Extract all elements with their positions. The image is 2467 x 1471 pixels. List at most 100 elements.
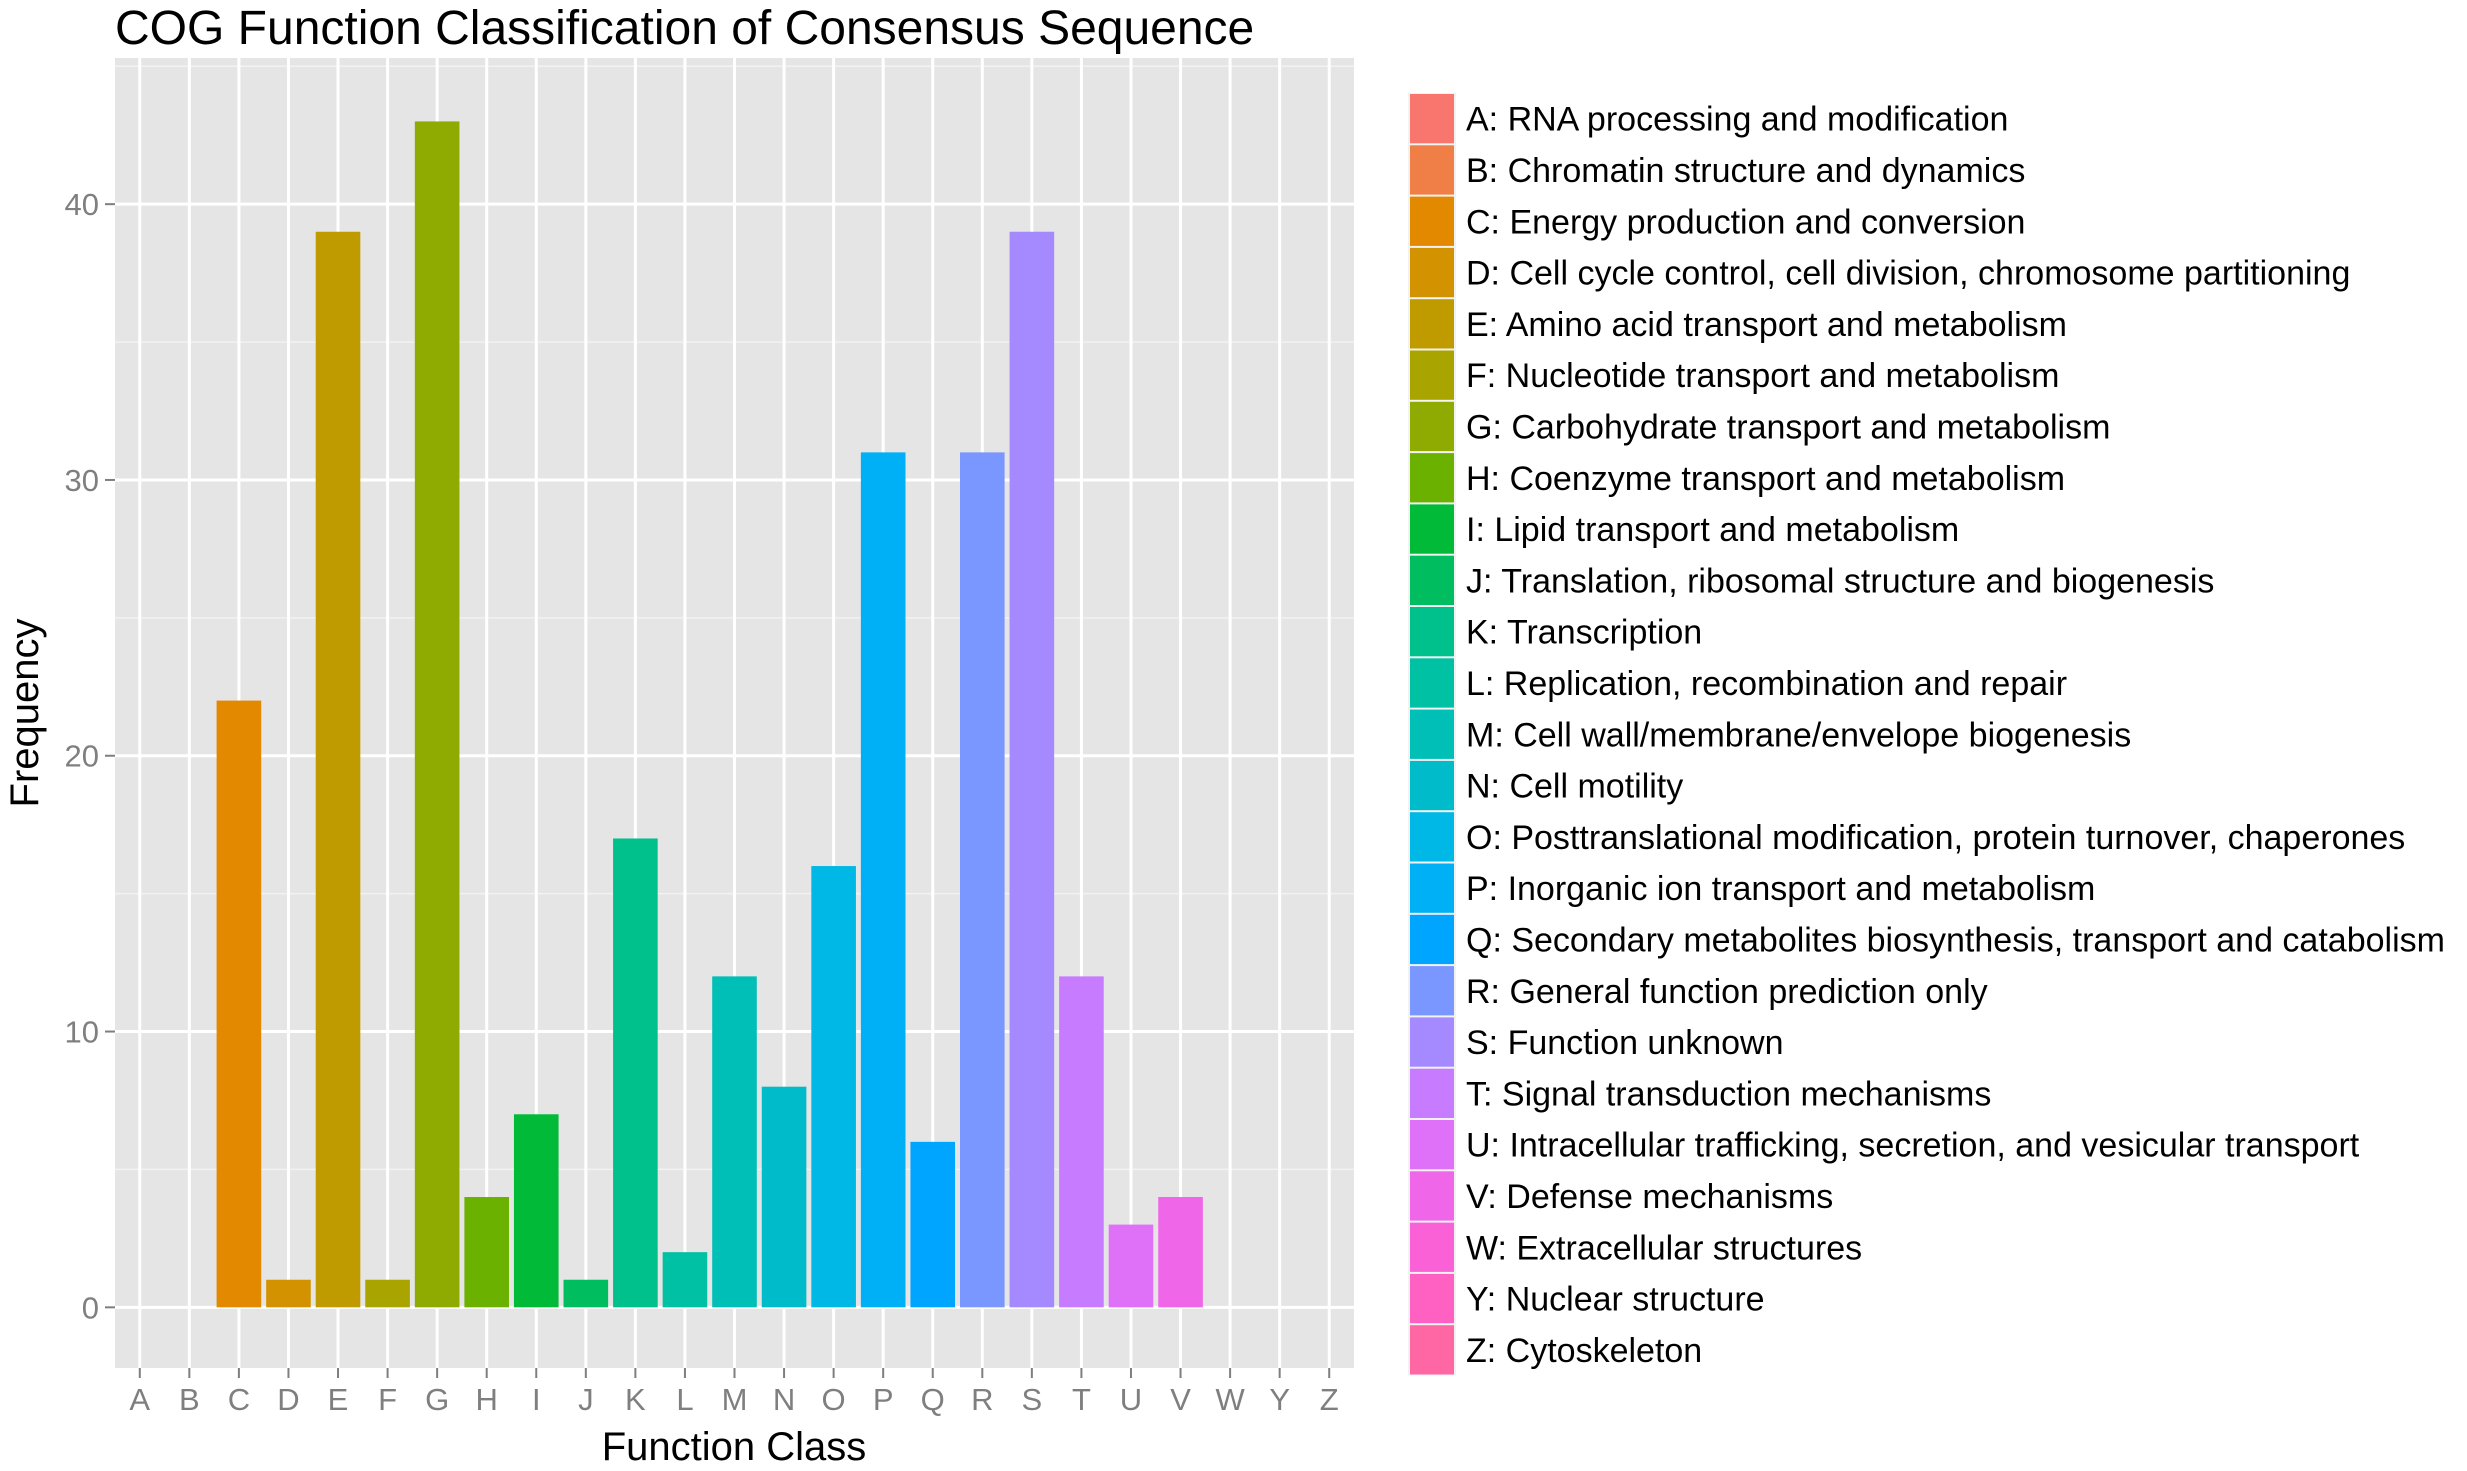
legend-label: I: Lipid transport and metabolism: [1466, 511, 1959, 549]
x-tick-label: E: [328, 1382, 349, 1417]
bar-J: [563, 1279, 609, 1308]
x-tick-label: O: [822, 1382, 846, 1417]
legend-key-Y: [1410, 1273, 1454, 1324]
bar-U: [1108, 1224, 1154, 1308]
x-tick-label: C: [228, 1382, 250, 1417]
legend-label: A: RNA processing and modification: [1466, 101, 2008, 139]
legend-key-Z: [1410, 1325, 1454, 1375]
legend-label: Q: Secondary metabolites biosynthesis, t…: [1466, 921, 2445, 959]
x-tick-label: G: [425, 1382, 449, 1417]
x-tick-label: F: [378, 1382, 397, 1417]
legend-label: L: Replication, recombination and repair: [1466, 665, 2067, 703]
x-tick-label: I: [532, 1382, 541, 1417]
legend-key-J: [1410, 555, 1454, 605]
legend-label: C: Energy production and conversion: [1466, 203, 2025, 241]
bar-E: [315, 231, 361, 1308]
x-tick-label: Q: [921, 1382, 945, 1417]
chart-title: COG Function Classification of Consensus…: [115, 2, 1254, 55]
x-tick-label: S: [1022, 1382, 1043, 1417]
legend-label: D: Cell cycle control, cell division, ch…: [1466, 255, 2350, 293]
bar-P: [860, 452, 906, 1308]
y-tick-label: 10: [65, 1015, 99, 1050]
x-tick-label: R: [971, 1382, 993, 1417]
legend-key-U: [1410, 1120, 1454, 1170]
legend-label: F: Nucleotide transport and metabolism: [1466, 357, 2059, 395]
legend-key-F: [1410, 350, 1454, 400]
bar-H: [464, 1197, 510, 1308]
legend-key-M: [1410, 709, 1454, 759]
x-tick-label: V: [1170, 1382, 1191, 1417]
legend-label: H: Coenzyme transport and metabolism: [1466, 460, 2065, 498]
legend-label: W: Extracellular structures: [1466, 1229, 1862, 1267]
legend-key-C: [1410, 196, 1454, 246]
x-tick-label: Y: [1269, 1382, 1290, 1417]
x-tick-label: B: [179, 1382, 200, 1417]
legend-label: U: Intracellular trafficking, secretion,…: [1466, 1127, 2360, 1165]
bar-O: [811, 866, 856, 1308]
legend-label: N: Cell motility: [1466, 768, 1683, 806]
legend-key-E: [1410, 299, 1454, 349]
x-tick-label: K: [625, 1382, 646, 1417]
bar-T: [1059, 976, 1104, 1308]
bar-G: [414, 121, 460, 1308]
bar-D: [266, 1279, 311, 1308]
legend-label: M: Cell wall/membrane/envelope biogenesi…: [1466, 716, 2131, 754]
legend-key-T: [1410, 1068, 1454, 1118]
legend-key-V: [1410, 1171, 1454, 1221]
legend-label: O: Posttranslational modification, prote…: [1466, 819, 2405, 857]
x-tick-label: U: [1120, 1382, 1142, 1417]
legend-key-Q: [1410, 914, 1454, 965]
x-tick-label: J: [578, 1382, 594, 1417]
legend-label: B: Chromatin structure and dynamics: [1466, 152, 2025, 190]
bar-K: [613, 838, 658, 1308]
legend-label: T: Signal transduction mechanisms: [1466, 1075, 1991, 1113]
x-tick-label: Z: [1320, 1382, 1339, 1417]
x-tick-label: T: [1072, 1382, 1091, 1417]
y-axis: 0 10 20 30 40: [65, 187, 115, 1325]
bar-V: [1158, 1197, 1203, 1308]
bar-N: [761, 1086, 807, 1308]
legend-label: K: Transcription: [1466, 614, 1702, 652]
legend-key-S: [1410, 1017, 1454, 1067]
bar-Q: [910, 1141, 956, 1308]
legend-key-H: [1410, 453, 1454, 503]
bar-R: [959, 452, 1005, 1308]
legend-key-A: [1410, 94, 1454, 144]
legend-key-R: [1410, 966, 1454, 1016]
x-tick-label: L: [676, 1382, 693, 1417]
legend-label: J: Translation, ribosomal structure and …: [1466, 562, 2214, 600]
bar-S: [1009, 231, 1055, 1308]
legend-key-B: [1410, 145, 1454, 195]
legend-label: Y: Nuclear structure: [1466, 1281, 1765, 1319]
x-axis-title: Function Class: [602, 1425, 867, 1469]
x-tick-label: N: [773, 1382, 795, 1417]
bar-F: [365, 1279, 410, 1308]
legend-key-O: [1410, 812, 1454, 862]
legend-key-W: [1410, 1222, 1454, 1272]
bar-C: [216, 700, 262, 1308]
bar-I: [513, 1114, 559, 1308]
legend-key-K: [1410, 607, 1454, 657]
bar-L: [662, 1252, 708, 1308]
legend-key-I: [1410, 504, 1454, 554]
legend-key-G: [1410, 401, 1454, 452]
x-tick-label: H: [476, 1382, 498, 1417]
x-tick-label: D: [277, 1382, 299, 1417]
legend-key-L: [1410, 658, 1454, 708]
legend-key-D: [1410, 247, 1454, 298]
legend-label: V: Defense mechanisms: [1466, 1178, 1833, 1216]
bar-M: [712, 976, 757, 1308]
legend-key-P: [1410, 863, 1454, 913]
legend-label: G: Carbohydrate transport and metabolism: [1466, 408, 2110, 446]
x-tick-label: A: [129, 1382, 150, 1417]
y-tick-label: 40: [65, 187, 99, 222]
legend-label: R: General function prediction only: [1466, 973, 1988, 1011]
legend-label: S: Function unknown: [1466, 1024, 1784, 1062]
legend: A: RNA processing and modification B: Chr…: [1408, 93, 2445, 1376]
x-tick-label: P: [873, 1382, 894, 1417]
bars: [216, 121, 1203, 1308]
y-tick-label: 30: [65, 463, 99, 498]
y-axis-title: Frequency: [3, 619, 47, 808]
